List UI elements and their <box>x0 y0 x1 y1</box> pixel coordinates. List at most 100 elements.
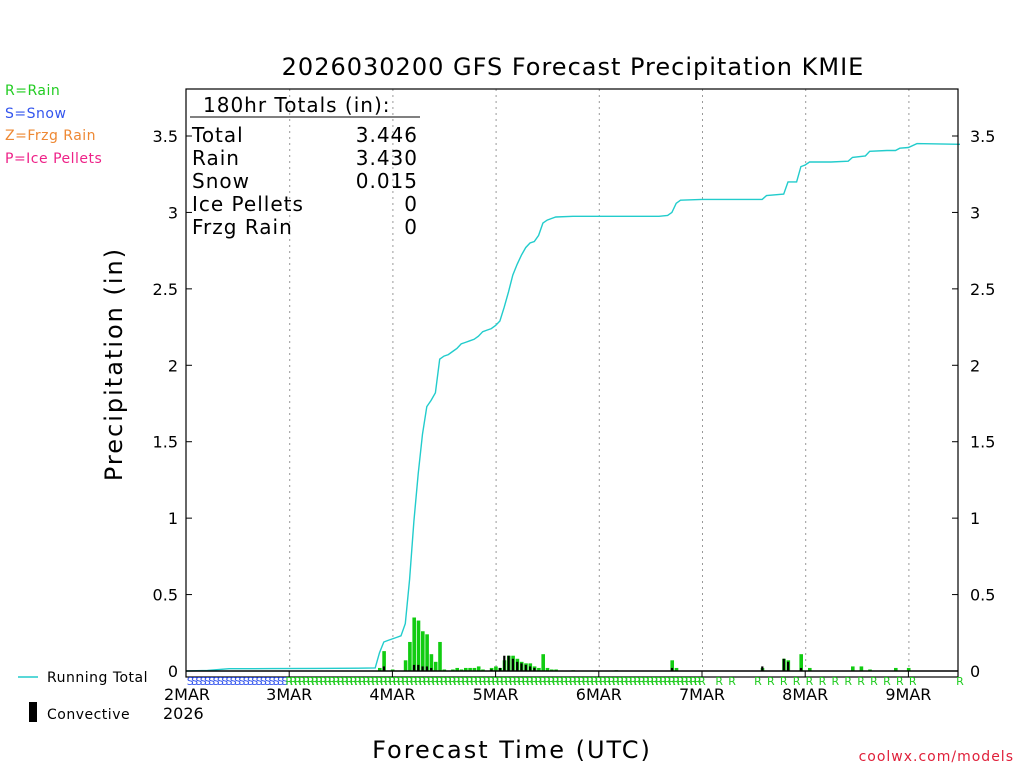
ptype-rain-marker: R <box>285 675 293 688</box>
ptype-rain-marker: R <box>376 675 384 688</box>
ptype-rain-marker: R <box>586 675 594 688</box>
ptype-snow-marker: S <box>200 675 207 688</box>
rain-bar <box>541 654 545 671</box>
legend-ice-pellets: P=Ice Pellets <box>5 151 102 167</box>
xtick-label: 7MAR <box>679 685 725 704</box>
ytick-right-label: 0.5 <box>970 586 995 605</box>
ptype-rain-marker: R <box>496 675 504 688</box>
ptype-snow-marker: S <box>238 675 245 688</box>
ptype-rain-marker: R <box>651 675 659 688</box>
legend-snow: S=Snow <box>5 106 66 122</box>
ptype-rain-marker: R <box>307 675 315 688</box>
ytick-left-label: 1 <box>168 509 178 528</box>
ptype-rain-marker: R <box>831 675 839 688</box>
rain-bar <box>550 669 554 671</box>
legend-rain: R=Rain <box>5 83 60 99</box>
ptype-rain-marker: R <box>380 675 388 688</box>
ptype-rain-marker: R <box>616 675 624 688</box>
ptype-rain-marker: R <box>530 675 538 688</box>
ptype-rain-marker: R <box>629 675 637 688</box>
convective-bar <box>529 666 532 671</box>
ptype-rain-marker: R <box>806 675 814 688</box>
ptype-rain-marker: R <box>896 675 904 688</box>
convective-bar <box>417 664 420 671</box>
ptype-rain-marker: R <box>406 675 414 688</box>
convective-bar <box>382 666 385 671</box>
rain-bar <box>433 661 438 671</box>
ytick-left-label: 1.5 <box>153 433 178 452</box>
ptype-rain-marker: R <box>298 675 306 688</box>
plot-frame <box>185 88 959 678</box>
ptype-rain-marker: R <box>870 675 878 688</box>
ptype-rain-marker: R <box>819 675 827 688</box>
rain-bar <box>537 667 541 671</box>
rain-bar <box>545 667 550 671</box>
ptype-rain-marker: R <box>672 675 680 688</box>
ptype-rain-marker: R <box>444 675 452 688</box>
convective-bar <box>533 667 536 671</box>
ptype-rain-marker: R <box>668 675 676 688</box>
ytick-right-label: 2 <box>970 356 980 375</box>
ptype-rain-marker: R <box>578 675 586 688</box>
ptype-rain-marker: R <box>883 675 891 688</box>
precip-bars <box>378 617 911 671</box>
rain-bar <box>451 669 455 671</box>
ptype-rain-marker: R <box>453 675 461 688</box>
ptype-rain-marker: R <box>389 675 397 688</box>
ptype-rain-marker: R <box>414 675 422 688</box>
xtick-label: 5MAR <box>473 685 519 704</box>
ptype-snow-marker: S <box>277 675 284 688</box>
ptype-rain-marker: R <box>449 675 457 688</box>
ptype-rain-marker: R <box>754 675 762 688</box>
ptype-rain-marker: R <box>350 675 358 688</box>
ptype-rain-marker: R <box>311 675 319 688</box>
totals-ice-value: 0 <box>404 192 418 216</box>
ptype-rain-marker: R <box>552 675 560 688</box>
rain-bar <box>455 667 459 671</box>
convective-bar <box>490 669 493 671</box>
ptype-rain-marker: R <box>328 675 336 688</box>
ptype-rain-marker: R <box>526 675 534 688</box>
ptype-rain-marker: R <box>337 675 345 688</box>
site-credit: coolwx.com/models <box>859 749 1014 765</box>
ptype-rain-marker: R <box>320 675 328 688</box>
xtick-label: 9MAR <box>885 685 931 704</box>
ptype-snow-marker: S <box>230 675 237 688</box>
ptype-snow-marker: S <box>217 675 224 688</box>
ptype-rain-marker: R <box>621 675 629 688</box>
ptype-rain-marker: R <box>767 675 775 688</box>
ptype-rain-marker: R <box>440 675 448 688</box>
rain-bar <box>421 631 425 671</box>
ptype-rain-marker: R <box>681 675 689 688</box>
ptype-rain-marker: R <box>595 675 603 688</box>
chart-title: 2026030200 GFS Forecast Precipitation KM… <box>282 53 865 81</box>
convective-bar <box>670 667 674 671</box>
ptype-rain-marker: R <box>634 675 642 688</box>
convective-bar <box>498 667 502 671</box>
convective-bar <box>507 655 510 671</box>
ptype-rain-marker: R <box>303 675 311 688</box>
running-total-line <box>185 142 961 672</box>
rain-bar <box>408 641 412 671</box>
ptype-rain-marker: R <box>780 675 788 688</box>
rain-bar <box>859 666 864 671</box>
rain-bar <box>494 666 498 671</box>
ptype-rain-marker: R <box>569 675 577 688</box>
ptype-rain-marker: R <box>358 675 366 688</box>
rain-bar <box>481 669 485 671</box>
ytick-left-label: 2 <box>168 356 178 375</box>
ptype-rain-marker: R <box>591 675 599 688</box>
ptype-rain-marker: R <box>333 675 341 688</box>
ptype-rain-marker: R <box>427 675 435 688</box>
ptype-rain-marker: R <box>367 675 375 688</box>
precip-type-strip: SSSSSSSSSSSSSSSSSSSSSSSRRRRRRRRRRRRRRRRR… <box>187 675 964 688</box>
ptype-rain-marker: R <box>582 675 590 688</box>
ptype-rain-marker: R <box>638 675 646 688</box>
ptype-rain-marker: R <box>612 675 620 688</box>
ptype-rain-marker: R <box>505 675 513 688</box>
ptype-rain-marker: R <box>573 675 581 688</box>
ptype-rain-marker: R <box>518 675 526 688</box>
ptype-rain-marker: R <box>315 675 323 688</box>
ptype-rain-marker: R <box>694 675 702 688</box>
